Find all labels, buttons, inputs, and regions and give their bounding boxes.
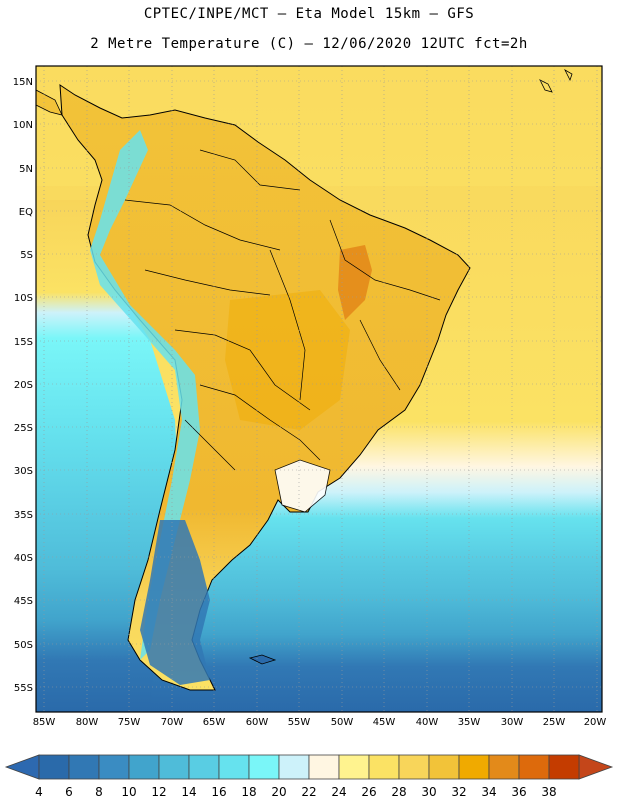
colorbar-swatch: [398, 754, 430, 780]
colorbar-label: 34: [481, 785, 496, 799]
colorbar-swatch: [308, 754, 340, 780]
colorbar: 4 6 8 10 12 14 16 18 20 22 24 26 28 30 3…: [4, 754, 614, 799]
colorbar-swatch: [248, 754, 280, 780]
lat-label: 10N: [13, 120, 33, 131]
colorbar-swatch: [368, 754, 400, 780]
colorbar-label: 38: [541, 785, 556, 799]
colorbar-label: 32: [451, 785, 466, 799]
lat-label: 10S: [14, 293, 33, 304]
colorbar-swatch: [338, 754, 370, 780]
colorbar-label: 18: [241, 785, 256, 799]
map-subtitle: 2 Metre Temperature (C) – 12/06/2020 12U…: [90, 36, 528, 52]
colorbar-label: 22: [301, 785, 316, 799]
colorbar-swatch: [188, 754, 220, 780]
lon-label: 25W: [543, 717, 566, 728]
lon-label: 30W: [501, 717, 524, 728]
lat-label: 45S: [14, 596, 33, 607]
lon-label: 50W: [331, 717, 354, 728]
map-title: CPTEC/INPE/MCT – Eta Model 15km – GFS: [143, 6, 475, 22]
colorbar-label: 8: [95, 785, 103, 799]
colorbar-label: 16: [211, 785, 226, 799]
map-frame: [35, 65, 603, 713]
longitude-labels: 85W 80W 75W 70W 65W 60W 55W 50W 45W 40W …: [33, 717, 607, 728]
colorbar-swatch: [128, 754, 160, 780]
lat-label: 20S: [14, 380, 33, 391]
colorbar-swatch: [98, 754, 130, 780]
lat-label: 35S: [14, 510, 33, 521]
colorbar-swatch: [428, 754, 460, 780]
lon-label: 20W: [584, 717, 607, 728]
colorbar-swatch: [488, 754, 520, 780]
colorbar-label: 28: [391, 785, 406, 799]
colorbar-swatch: [38, 754, 70, 780]
lat-label: 50S: [14, 640, 33, 651]
colorbar-high-arrow: [578, 754, 614, 780]
lat-label: 55S: [14, 683, 33, 694]
colorbar-label: 30: [421, 785, 436, 799]
lon-label: 60W: [246, 717, 269, 728]
latitude-labels: 15N 10N 5N EQ 5S 10S 15S 20S 25S 30S 35S…: [13, 77, 33, 694]
colorbar-low-arrow: [4, 754, 40, 780]
colorbar-swatch: [548, 754, 580, 780]
lon-label: 65W: [203, 717, 226, 728]
lat-label: EQ: [19, 207, 33, 218]
lat-label: 25S: [14, 423, 33, 434]
lat-label: 15N: [13, 77, 33, 88]
lon-label: 35W: [458, 717, 481, 728]
colorbar-swatch: [68, 754, 100, 780]
lat-label: 40S: [14, 553, 33, 564]
lon-label: 85W: [33, 717, 56, 728]
lon-label: 80W: [76, 717, 99, 728]
colorbar-label: 20: [271, 785, 286, 799]
lat-label: 15S: [14, 337, 33, 348]
colorbar-swatch: [218, 754, 250, 780]
lon-label: 45W: [373, 717, 396, 728]
colorbar-label: 14: [181, 785, 196, 799]
colorbar-swatch: [278, 754, 310, 780]
colorbar-swatch: [458, 754, 490, 780]
lat-label: 5N: [19, 164, 33, 175]
colorbar-label: 6: [65, 785, 73, 799]
map-field: [36, 66, 602, 712]
lon-label: 70W: [161, 717, 184, 728]
colorbar-label: 36: [511, 785, 526, 799]
colorbar-swatch: [158, 754, 190, 780]
colorbar-swatch: [518, 754, 550, 780]
lon-label: 40W: [416, 717, 439, 728]
lat-label: 30S: [14, 466, 33, 477]
lon-label: 75W: [118, 717, 141, 728]
colorbar-label: 10: [121, 785, 136, 799]
colorbar-label: 12: [151, 785, 166, 799]
lon-label: 55W: [288, 717, 311, 728]
colorbar-label: 26: [361, 785, 376, 799]
colorbar-label: 4: [35, 785, 43, 799]
lat-label: 5S: [20, 250, 33, 261]
colorbar-label: 24: [331, 785, 346, 799]
